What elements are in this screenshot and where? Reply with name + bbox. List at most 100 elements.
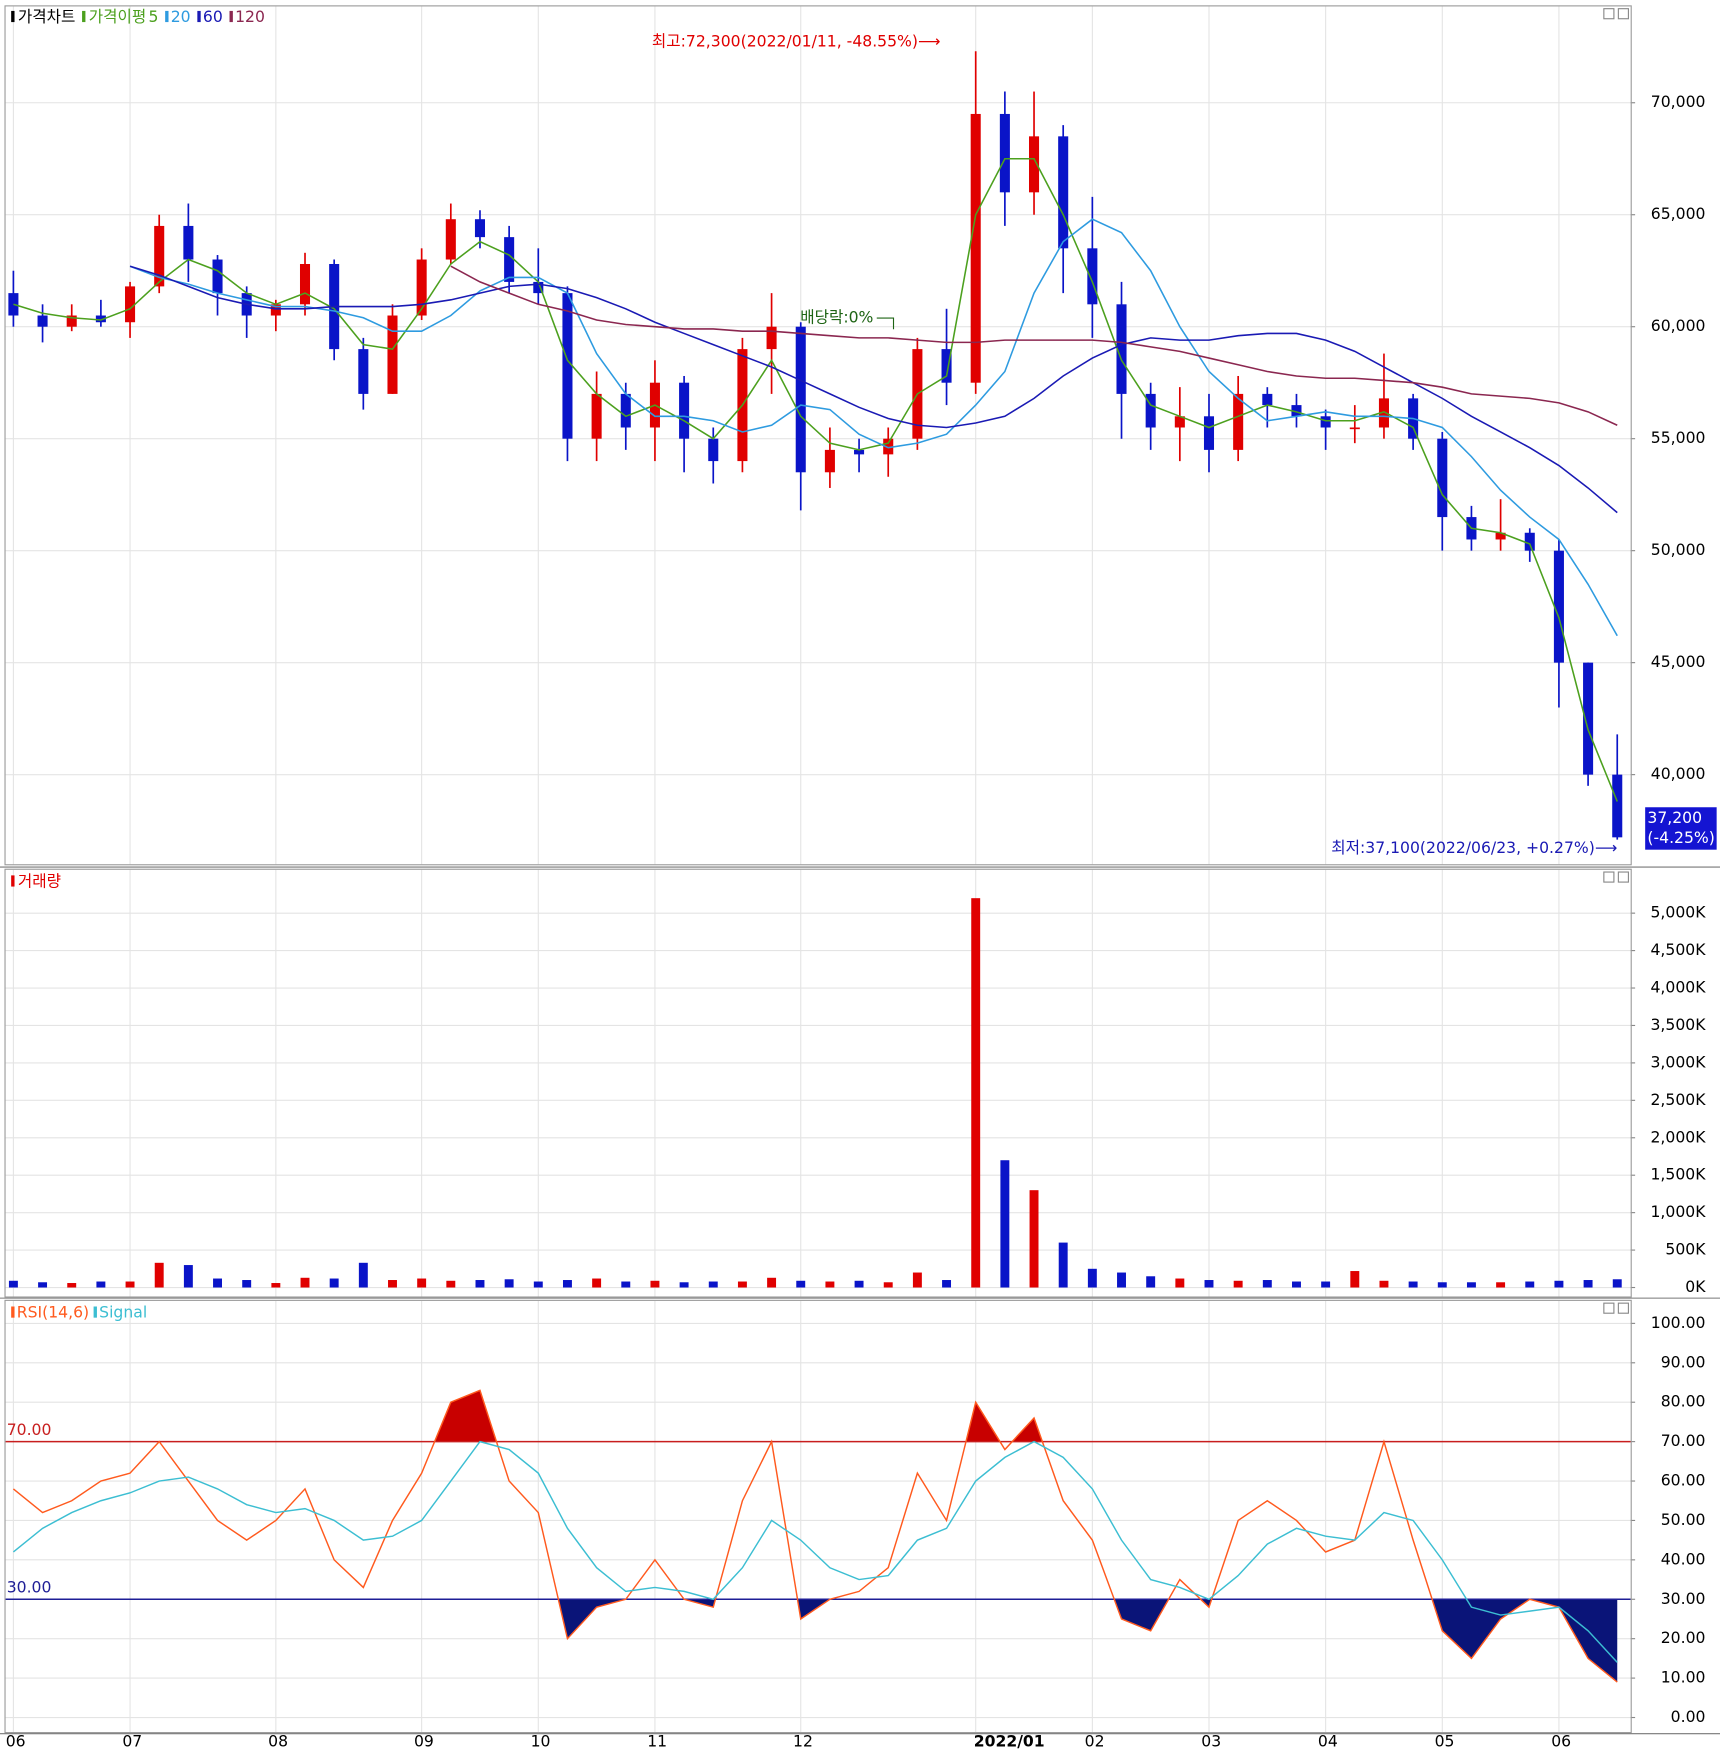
candle-body — [66, 315, 77, 327]
candle-body — [533, 281, 544, 294]
candle-body — [1349, 427, 1360, 430]
x-tick-label: 10 — [531, 1732, 551, 1751]
y-tick-label: 3,500K — [1650, 1015, 1706, 1034]
window-buttons[interactable] — [1603, 8, 1629, 1314]
volume-bar — [621, 1281, 631, 1288]
candle-body — [591, 393, 602, 439]
candle-body — [1087, 248, 1098, 305]
candle-body — [941, 349, 952, 383]
candle-body — [183, 225, 194, 260]
volume-bar — [971, 898, 981, 1288]
candle-body — [883, 438, 894, 455]
candle-body — [95, 315, 106, 323]
y-tick-label: 5,000K — [1650, 903, 1706, 922]
candle-body — [1524, 532, 1535, 551]
volume-bar — [1525, 1281, 1535, 1288]
candle-body — [154, 225, 165, 287]
y-tick-label: 1,500K — [1650, 1165, 1706, 1184]
volume-bar — [1087, 1268, 1097, 1288]
volume-bar — [504, 1279, 514, 1288]
volume-bar — [1466, 1282, 1476, 1288]
y-tick-label: 30.00 — [1661, 1589, 1706, 1608]
volume-bar — [1379, 1280, 1389, 1288]
legend-swatch — [197, 10, 201, 23]
volume-bar — [912, 1272, 922, 1288]
volume-bar — [1175, 1278, 1185, 1288]
y-tick-label: 50.00 — [1661, 1510, 1706, 1529]
volume-bar — [1204, 1280, 1214, 1288]
volume-bar — [1350, 1271, 1360, 1288]
annotation-high: 최고:72,300(2022/01/11, -48.55%)⟶ — [652, 32, 940, 51]
volume-bar — [358, 1262, 368, 1288]
last-price-box — [1645, 807, 1717, 850]
volume-bar — [796, 1280, 806, 1288]
y-tick-label: 2,000K — [1650, 1127, 1706, 1146]
candle-body — [212, 259, 223, 294]
candle-body — [1174, 416, 1185, 428]
candle-body — [1612, 774, 1623, 838]
volume-bar — [679, 1282, 689, 1288]
volume-bar — [592, 1278, 602, 1288]
volume-bar — [854, 1280, 864, 1288]
volume-bar — [417, 1278, 427, 1288]
x-tick-label: 04 — [1318, 1732, 1338, 1751]
volume-bar — [767, 1277, 777, 1288]
legend-label: 가격이평 — [89, 7, 146, 26]
candle-body — [1553, 550, 1564, 663]
rsi-frame — [4, 1299, 1632, 1734]
volume-bar — [242, 1280, 252, 1288]
candle-body — [416, 259, 427, 316]
legend-entry: Signal — [99, 1303, 147, 1322]
candle-body — [1058, 136, 1069, 249]
candle-body — [1262, 393, 1273, 406]
volume-bar — [533, 1281, 543, 1288]
candle-body — [125, 286, 136, 323]
candle-body — [795, 326, 806, 473]
volume-bar — [300, 1277, 310, 1288]
volume-bar — [562, 1280, 572, 1288]
candle-body — [1233, 393, 1244, 450]
y-tick-label: 10.00 — [1661, 1668, 1706, 1687]
volume-bar — [329, 1278, 339, 1288]
volume-bar — [1408, 1281, 1418, 1288]
volume-bar — [1029, 1190, 1039, 1288]
candle-body — [1320, 416, 1331, 428]
y-tick-label: 3,000K — [1650, 1052, 1706, 1071]
candle-body — [270, 304, 281, 316]
candle-body — [445, 219, 456, 260]
volume-bar — [1262, 1280, 1272, 1288]
volume-bar — [883, 1282, 893, 1288]
volume-bar — [475, 1280, 485, 1288]
y-tick-label: 40.00 — [1661, 1549, 1706, 1568]
y-tick-label: 100.00 — [1651, 1313, 1706, 1332]
volume-bar — [1583, 1280, 1593, 1288]
legend-swatch — [93, 1306, 97, 1318]
candle-body — [1203, 416, 1215, 450]
volume-bar — [183, 1265, 193, 1288]
legend-entry: 60 — [203, 7, 223, 26]
volume-bar — [125, 1281, 135, 1288]
text-layer: 06 07 08 09 10 11 12 2022/01 02 03 04 05 06 40,000 45,… — [6, 7, 1717, 1751]
candle-body — [999, 113, 1010, 193]
candle-body — [970, 113, 981, 383]
moving-average-line — [450, 265, 1618, 426]
y-tick-label: 45,000 — [1651, 652, 1706, 671]
y-tick-label: 90.00 — [1661, 1352, 1706, 1371]
y-tick-label: 50,000 — [1651, 540, 1706, 559]
x-tick-label: 02 — [1085, 1732, 1105, 1751]
volume-bar — [8, 1280, 18, 1288]
volume-bar — [1117, 1272, 1126, 1288]
volume-bar — [154, 1262, 164, 1288]
candle-body — [1291, 405, 1302, 417]
volume-bar — [1292, 1281, 1301, 1288]
y-tick-label: 60,000 — [1651, 316, 1706, 335]
candle-body — [766, 326, 777, 350]
volume-bar — [650, 1280, 660, 1288]
level-label: 30.00 — [7, 1578, 52, 1597]
x-tick-label: 08 — [268, 1732, 288, 1751]
volume-bar — [96, 1281, 106, 1288]
candle-body — [504, 237, 515, 282]
candle-body — [474, 219, 486, 238]
